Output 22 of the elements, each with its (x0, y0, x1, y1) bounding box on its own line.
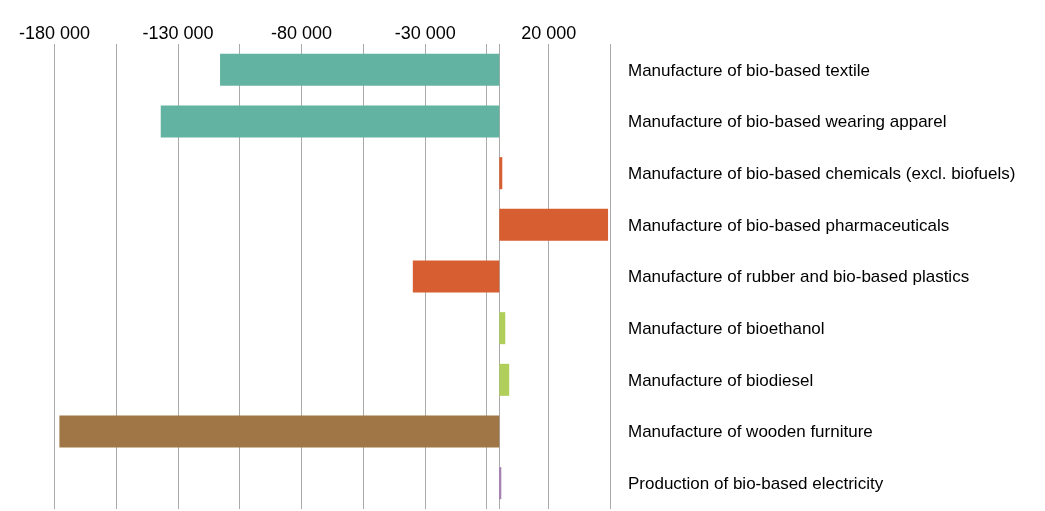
x-tick-label: -130 000 (142, 23, 214, 44)
bar (499, 312, 506, 345)
y-tick-label: Manufacture of bioethanol (628, 319, 825, 339)
bar (220, 53, 500, 86)
y-tick-label: Manufacture of bio-based chemicals (excl. biofuels) (628, 164, 1016, 184)
x-tick-label: -180 000 (18, 23, 90, 44)
bar (59, 415, 500, 448)
x-tick-label: -30 000 (394, 23, 456, 44)
bar (499, 208, 609, 241)
y-tick-label: Manufacture of bio-based wearing apparel (628, 112, 947, 132)
y-tick-label: Manufacture of biodiesel (628, 370, 814, 390)
bar (412, 260, 500, 293)
bar (160, 105, 500, 138)
y-tick-label: Manufacture of bio-based textile (628, 60, 870, 80)
y-tick-label: Production of bio-based electricity (628, 474, 884, 494)
y-tick-label: Manufacture of rubber and bio-based plastics (628, 267, 970, 287)
bar (499, 363, 510, 396)
y-tick-label: Manufacture of bio-based pharmaceuticals (628, 215, 950, 235)
bar (499, 157, 503, 190)
x-tick-label: -80 000 (271, 23, 333, 44)
x-tick-label: 20 000 (521, 23, 577, 44)
y-tick-label: Manufacture of wooden furniture (628, 422, 873, 442)
